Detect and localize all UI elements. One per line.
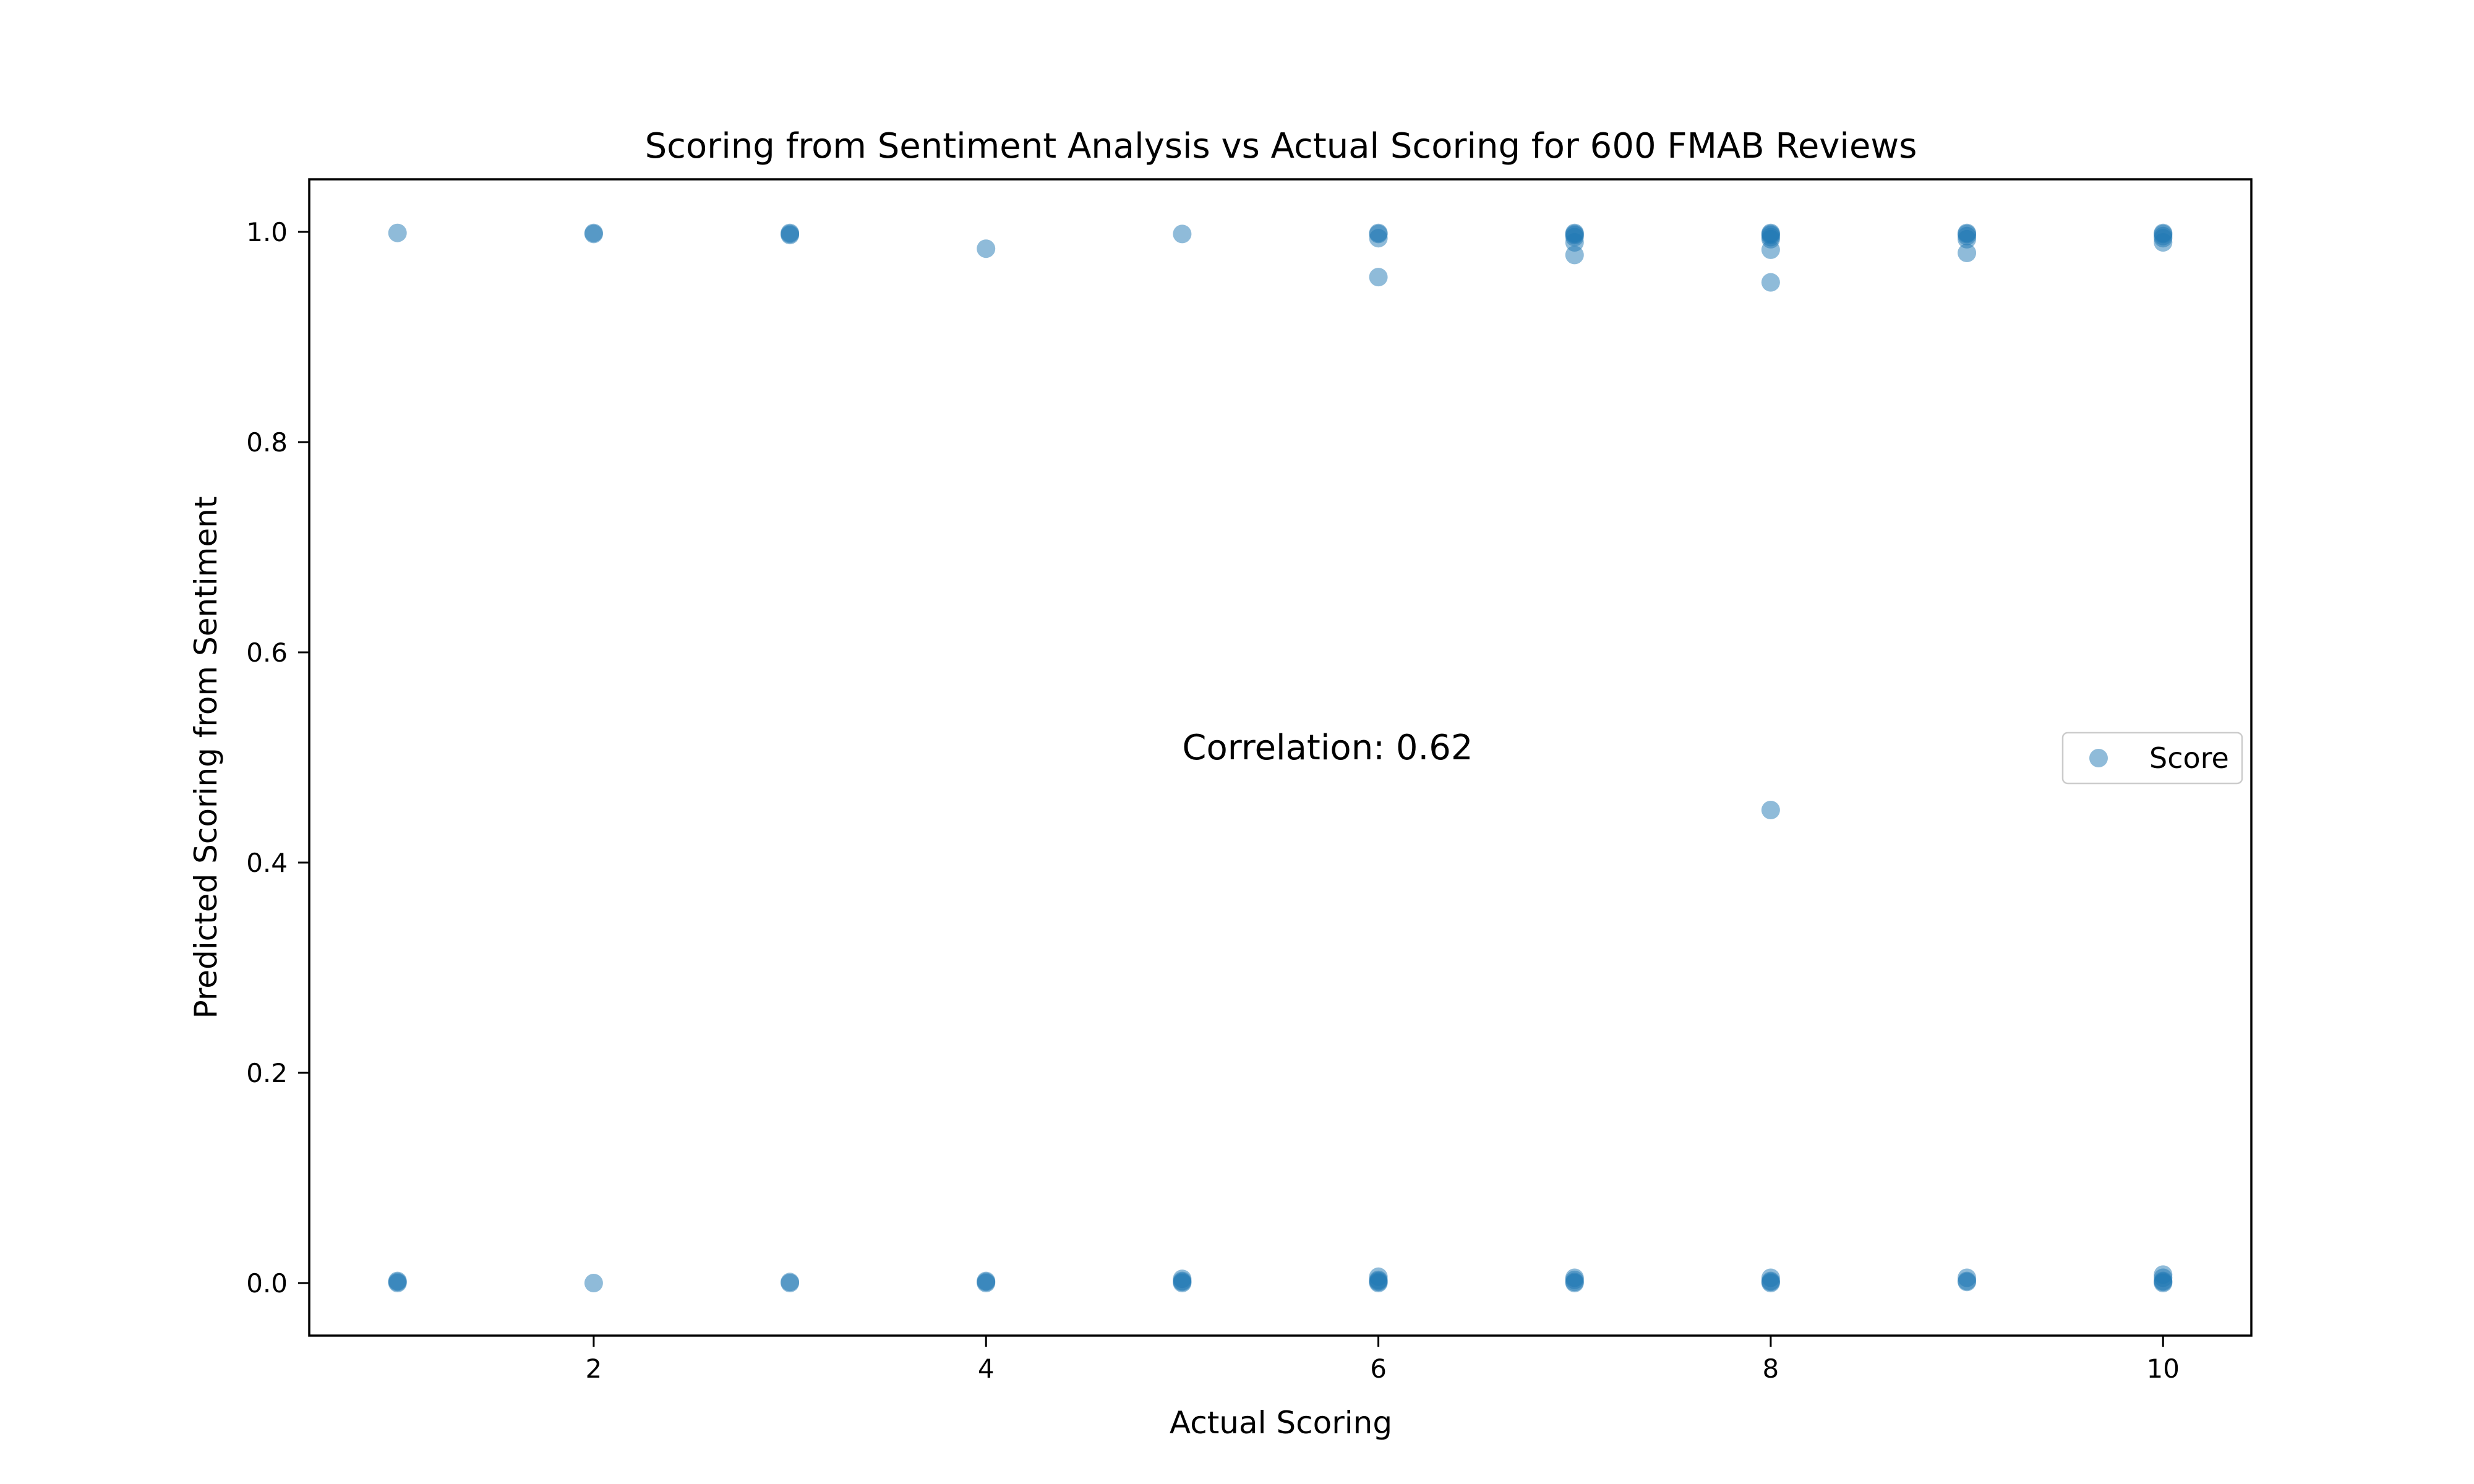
data-point	[584, 224, 603, 244]
data-point	[1958, 1273, 1977, 1292]
data-point	[1369, 229, 1388, 248]
legend-marker	[2089, 749, 2108, 767]
data-point	[2154, 233, 2173, 252]
data-point	[977, 239, 996, 258]
y-tick-label: 0.4	[246, 848, 288, 878]
data-point	[977, 1271, 996, 1290]
x-tick-label: 4	[978, 1354, 995, 1384]
data-point	[2154, 1274, 2173, 1292]
x-tick-label: 8	[1763, 1354, 1779, 1384]
x-tick-label: 6	[1370, 1354, 1387, 1384]
data-point	[1369, 1271, 1388, 1290]
points-layer	[388, 223, 2173, 1292]
data-point	[1761, 240, 1780, 259]
y-axis-label: Predicted Scoring from Sentiment	[188, 497, 224, 1019]
data-point	[1173, 224, 1192, 244]
data-point	[1761, 801, 1780, 819]
data-point	[781, 226, 800, 245]
x-tick-label: 10	[2147, 1354, 2180, 1384]
data-point	[1369, 268, 1388, 287]
x-axis-label: Actual Scoring	[1170, 1405, 1392, 1441]
legend: Score	[2061, 731, 2243, 785]
y-tick-label: 0.8	[246, 427, 288, 458]
data-point	[781, 1274, 800, 1292]
x-ticks-layer: 2 4 6 8 10	[586, 1336, 2180, 1384]
data-point	[584, 1274, 603, 1292]
y-tick-label: 0.2	[246, 1058, 288, 1088]
y-tick-label: 1.0	[246, 217, 288, 247]
data-point	[1958, 229, 1977, 249]
data-point	[388, 1271, 407, 1290]
x-tick-label: 2	[586, 1354, 602, 1384]
legend-label-score: Score	[2149, 741, 2229, 775]
y-ticks-layer: 0.0 0.2 0.4 0.6 0.8 1.0	[246, 217, 309, 1298]
data-point	[1761, 1274, 1780, 1292]
data-point	[1173, 1273, 1192, 1292]
data-point	[1761, 273, 1780, 292]
chart-title: Scoring from Sentiment Analysis vs Actua…	[645, 126, 1917, 166]
data-point	[388, 223, 407, 242]
plot-frame	[308, 178, 2253, 1337]
data-point	[1565, 1274, 1584, 1292]
y-tick-label: 0.0	[246, 1268, 288, 1298]
correlation-annotation: Correlation: 0.62	[1182, 728, 1473, 768]
data-point	[1958, 244, 1977, 262]
data-point	[1565, 245, 1584, 265]
legend-box	[2061, 731, 2243, 785]
y-tick-label: 0.6	[246, 638, 288, 668]
